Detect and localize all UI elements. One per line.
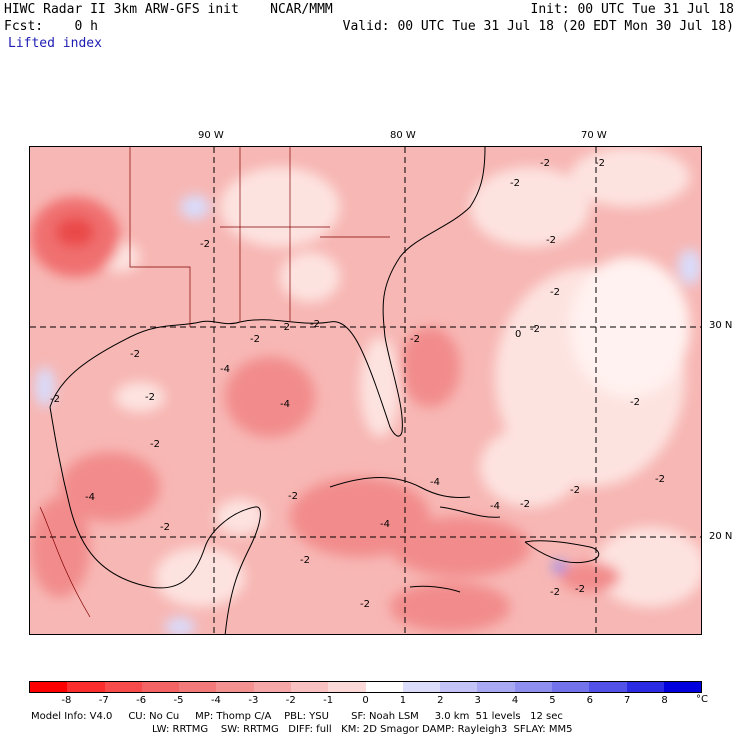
colorbar-tick-label: 3 xyxy=(474,695,481,706)
contour-label: -2 xyxy=(360,599,370,610)
contour-label: -4 xyxy=(280,399,290,410)
colorbar-unit: °C xyxy=(696,694,708,705)
contour-label: -4 xyxy=(380,519,390,530)
contour-label: -2 xyxy=(160,522,170,533)
contour-label: -2 xyxy=(280,322,290,333)
contour-label: -2 xyxy=(595,158,605,169)
contour-label: -2 xyxy=(150,439,160,450)
colorbar-tick-label: -1 xyxy=(323,695,334,706)
colorbar-swatch xyxy=(67,682,105,692)
colorbar xyxy=(29,681,702,693)
contour-label: -4 xyxy=(430,477,440,488)
coastlines xyxy=(49,147,600,634)
colorbar-swatch xyxy=(328,682,366,692)
colorbar-swatch xyxy=(253,682,291,692)
lon-label-90w: 90 W xyxy=(198,130,224,141)
colorbar-swatch xyxy=(402,682,441,692)
colorbar-swatch xyxy=(663,682,702,692)
colorbar-tick-label: -8 xyxy=(61,695,72,706)
colorbar-swatch xyxy=(365,682,403,692)
contour-label: -4 xyxy=(490,501,500,512)
political-borders xyxy=(39,147,390,618)
init-time: Init: 00 UTC Tue 31 Jul 18 xyxy=(530,2,735,17)
map-panel: -2 -2 -2 -2 -2 -2 -2 -4 -4 -4 -2 -2 -2 -… xyxy=(29,146,702,635)
field-name: Lifted index xyxy=(8,36,102,51)
contour-label: -2 xyxy=(250,334,260,345)
colorbar-swatch xyxy=(514,682,552,692)
colorbar-swatch xyxy=(551,682,590,692)
colorbar-swatch xyxy=(589,682,627,692)
colorbar-tick-label: -2 xyxy=(285,695,296,706)
colorbar-swatch xyxy=(216,682,254,692)
colorbar-tick-label: -6 xyxy=(136,695,147,706)
contour-label: -2 xyxy=(550,287,560,298)
chart-title: HIWC Radar II 3km ARW-GFS init NCAR/MMM xyxy=(4,2,333,17)
contour-label: -2 xyxy=(520,499,530,510)
lifted-index-map: -2 -2 -2 -2 -2 -2 -2 -4 -4 -4 -2 -2 -2 -… xyxy=(30,147,701,634)
contour-label: -2 xyxy=(50,394,60,405)
lon-label-80w: 80 W xyxy=(390,130,416,141)
contour-label: -2 xyxy=(540,158,550,169)
colorbar-tick-label: 1 xyxy=(399,695,407,706)
lon-label-70w: 70 W xyxy=(581,130,607,141)
valid-time: Valid: 00 UTC Tue 31 Jul 18 (20 EDT Mon … xyxy=(342,19,734,34)
contour-label: -2 xyxy=(546,235,556,246)
colorbar-swatch xyxy=(179,682,217,692)
contour-label: -2 xyxy=(630,397,640,408)
model-info-line1: Model Info: V4.0 CU: No Cu MP: Thomp C/A… xyxy=(31,711,563,722)
contour-label: -4 xyxy=(220,364,230,375)
colorbar-tick-label: -4 xyxy=(210,695,221,706)
contour-label: -2 xyxy=(310,319,320,330)
colorbar-swatch xyxy=(626,682,664,692)
model-info-line2: LW: RRTMG SW: RRTMG DIFF: full KM: 2D Sm… xyxy=(152,724,573,735)
lat-label-30n: 30 N xyxy=(709,320,733,331)
contour-label: -2 xyxy=(530,324,540,335)
contour-label: -2 xyxy=(410,334,420,345)
contour-label: -2 xyxy=(655,474,665,485)
colorbar-swatch xyxy=(104,682,142,692)
graticule xyxy=(30,147,701,634)
colorbar-tick-label: 8 xyxy=(661,695,668,706)
colorbar-tick-label: 7 xyxy=(624,695,631,706)
colorbar-swatch xyxy=(30,682,68,692)
contour-label: -2 xyxy=(570,485,580,496)
contour-label: -2 xyxy=(300,555,310,566)
contour-label: -2 xyxy=(575,584,585,595)
forecast-hour: Fcst: 0 h xyxy=(4,19,98,34)
colorbar-swatch xyxy=(440,682,478,692)
colorbar-ticks: -8 -7 -6 -5 -4 -3 -2 -1 0 1 2 3 4 5 6 7 8 xyxy=(29,695,702,707)
contour-labels: -2 -2 -2 -2 -2 -2 -2 -4 -4 -4 -2 -2 -2 -… xyxy=(50,158,665,610)
colorbar-tick-label: 2 xyxy=(437,695,444,706)
colorbar-tick-label: -3 xyxy=(248,695,259,706)
colorbar-tick-label: 4 xyxy=(511,695,519,706)
contour-label: -2 xyxy=(288,491,298,502)
contour-label: -2 xyxy=(200,239,210,250)
contour-label: -2 xyxy=(145,392,155,403)
contour-label: -2 xyxy=(550,587,560,598)
colorbar-swatch xyxy=(141,682,180,692)
colorbar-swatch xyxy=(290,682,329,692)
colorbar-tick-label: 5 xyxy=(549,695,556,706)
lat-label-20n: 20 N xyxy=(709,531,733,542)
contour-label: -2 xyxy=(510,178,520,189)
colorbar-tick-label: -5 xyxy=(173,695,184,706)
colorbar-tick-label: -7 xyxy=(98,695,109,706)
colorbar-tick-label: 0 xyxy=(362,695,369,706)
contour-label: -4 xyxy=(85,492,95,503)
contour-label: -2 xyxy=(130,349,140,360)
contour-label: 0 xyxy=(515,329,521,340)
colorbar-tick-label: 6 xyxy=(586,695,594,706)
colorbar-swatch xyxy=(477,682,515,692)
